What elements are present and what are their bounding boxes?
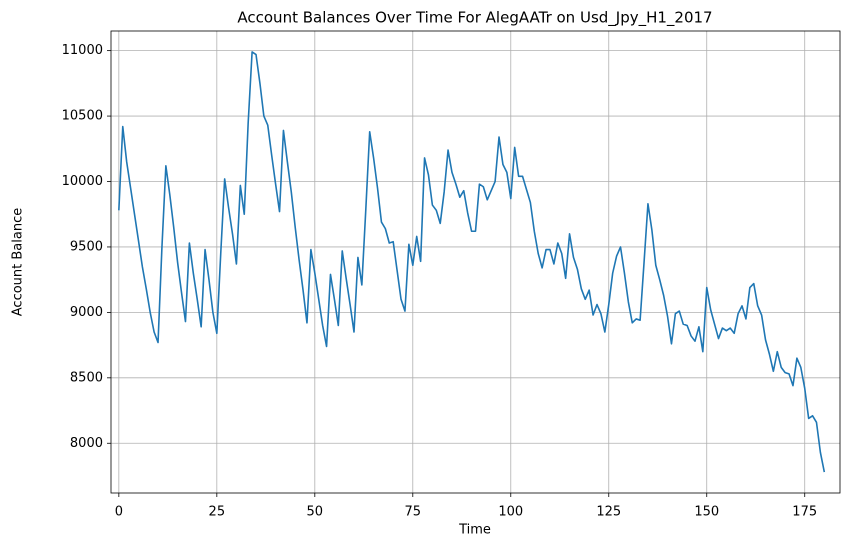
- x-tick-label: 150: [694, 505, 719, 520]
- y-tick-label: 9000: [70, 305, 103, 320]
- x-tick-label: 100: [498, 505, 523, 520]
- y-tick-label: 8000: [70, 436, 103, 451]
- data-line: [118, 51, 826, 473]
- x-tick-label: 0: [115, 505, 123, 520]
- y-tick-label: 9500: [70, 239, 103, 254]
- y-axis-label: Account Balance: [11, 208, 26, 316]
- x-tick-label: 25: [209, 505, 226, 520]
- plot-frame: [110, 30, 841, 494]
- x-tick-label: 75: [405, 505, 422, 520]
- x-tick-label: 50: [307, 505, 324, 520]
- y-tick-label: 8500: [70, 370, 103, 385]
- chart-title: Account Balances Over Time For AlegAATr …: [237, 9, 712, 28]
- x-tick-label: 175: [792, 505, 817, 520]
- y-tick-label: 11000: [62, 43, 103, 58]
- x-tick-label: 125: [596, 505, 621, 520]
- x-axis-label: Time: [458, 523, 491, 538]
- y-tick-label: 10500: [62, 109, 103, 124]
- y-tick-label: 10000: [62, 174, 103, 189]
